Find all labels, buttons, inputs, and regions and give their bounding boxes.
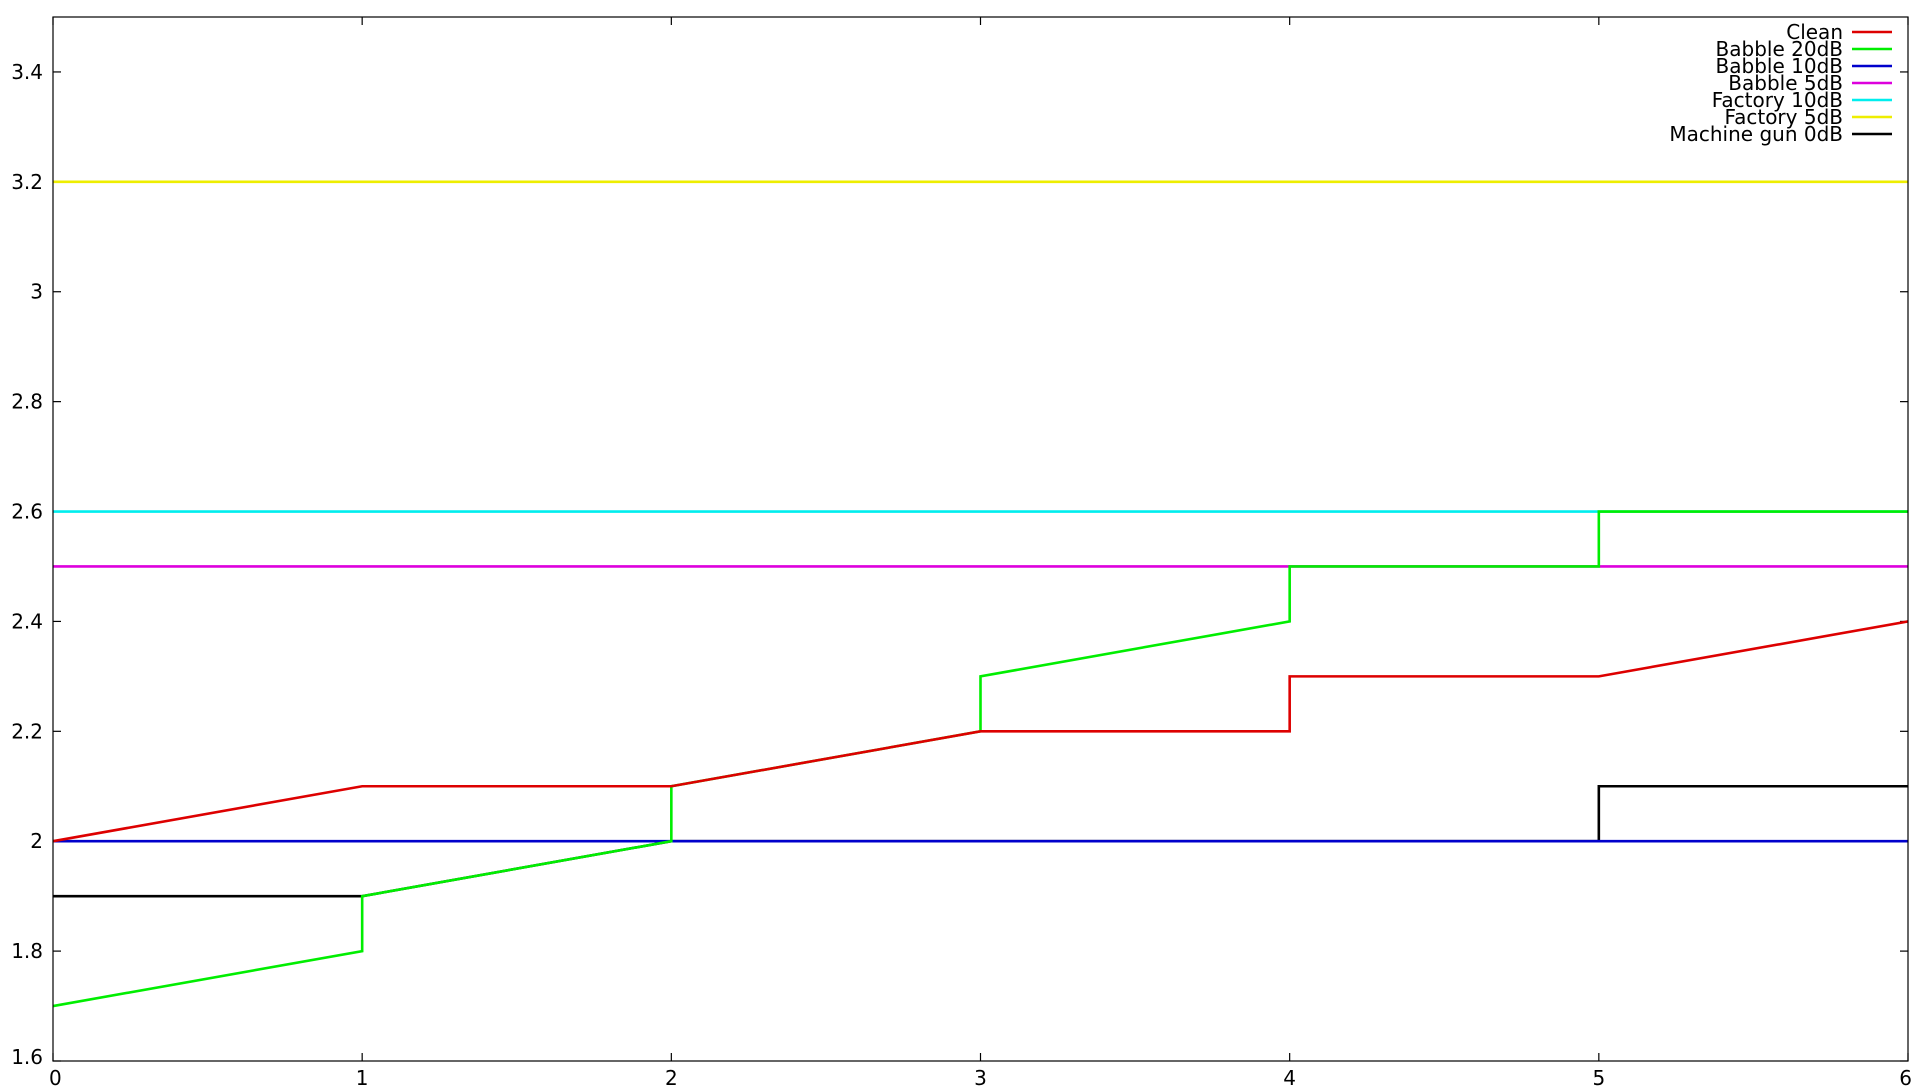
legend-item: Factory 5dB: [1724, 105, 1892, 129]
legend-item: Factory 10dB: [1712, 88, 1892, 112]
x-tick-label: 1: [356, 1066, 369, 1089]
legend-label: Babble 20dB: [1716, 37, 1843, 61]
legend-label: Factory 5dB: [1724, 105, 1843, 129]
axis-ticks: [52, 17, 1909, 1062]
y-tick-label: 1.8: [11, 939, 43, 963]
y-tick-label: 2.8: [11, 390, 43, 414]
x-tick-label: 6: [1899, 1066, 1912, 1089]
x-tick-label: 2: [665, 1066, 678, 1089]
x-tick-label: 0: [49, 1066, 62, 1089]
legend-label: Babble 10dB: [1716, 54, 1843, 78]
legend-label: Factory 10dB: [1712, 88, 1843, 112]
legend-item: Machine gun 0dB: [1669, 122, 1892, 146]
series-line-babble-20db: [52, 510, 1908, 1008]
x-tick-label: 5: [1592, 1066, 1605, 1089]
y-tick-label: 3: [30, 280, 43, 304]
x-tick-label: 4: [1283, 1066, 1296, 1089]
y-tick-label: 3.4: [11, 60, 43, 84]
legend-label: Babble 5dB: [1728, 71, 1843, 95]
legend-label: Clean: [1786, 20, 1843, 44]
y-tick-label: 3.2: [11, 170, 43, 194]
y-tick-label: 2.6: [11, 500, 43, 524]
axis-tick-labels: 0 1 2 3 4 5 6 1.6 1.8 2 2.2 2.4 2.6 2.8 3 3.2 3.4: [11, 60, 1912, 1089]
legend-item: Clean: [1786, 20, 1892, 44]
x-tick-label: 3: [974, 1066, 987, 1089]
legend-item: Babble 20dB: [1716, 37, 1892, 61]
y-tick-label: 2.4: [11, 609, 43, 633]
legend-item: Babble 5dB: [1728, 71, 1892, 95]
plot-frame: [52, 16, 1909, 1062]
series-lines: [52, 180, 1909, 1008]
y-tick-label: 2.2: [11, 719, 43, 743]
legend-item: Babble 10dB: [1716, 54, 1892, 78]
series-line-clean: [52, 620, 1909, 843]
y-tick-label: 1.6: [11, 1045, 43, 1069]
legend-label: Machine gun 0dB: [1669, 122, 1843, 146]
y-tick-label: 2: [30, 829, 43, 853]
